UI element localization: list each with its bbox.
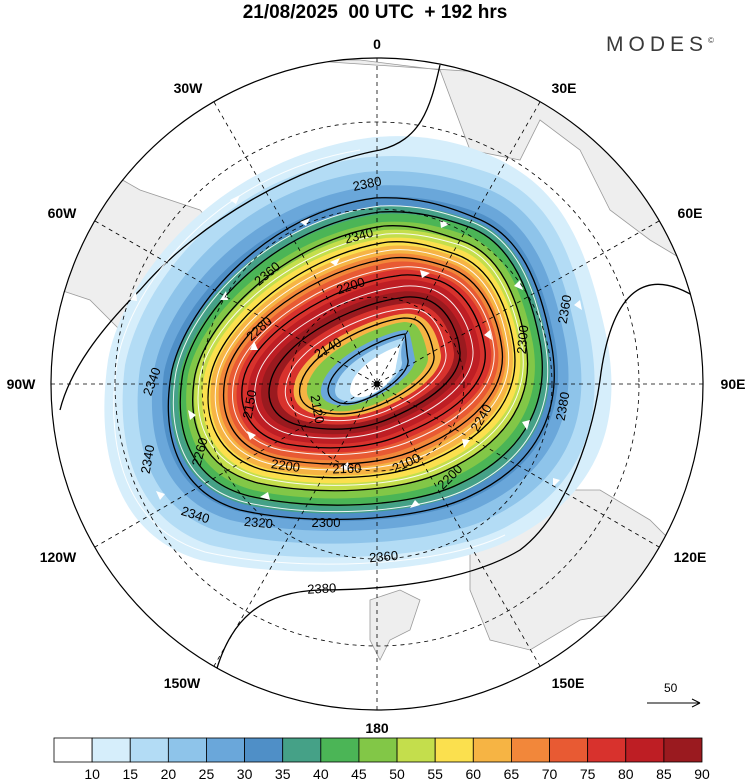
colorbar-tick-label: 45: [351, 766, 367, 782]
lon-label-150e: 150E: [552, 675, 585, 691]
contour-label: 2320: [243, 514, 273, 531]
colorbar-swatch: [434, 737, 474, 763]
lon-label-120w: 120W: [40, 549, 77, 565]
wind-arrow-heads: [130, 195, 582, 508]
contour-label: 2360: [555, 294, 575, 325]
contour-label: 2160: [332, 461, 361, 477]
colorbar-swatch: [663, 737, 703, 763]
longitude-labels: 0 30E 60E 90E 120E 150E 180 150W 120W 90…: [7, 36, 746, 736]
colorbar-tick-label: 40: [313, 766, 329, 782]
lon-label-60e: 60E: [678, 205, 703, 221]
contour-labels: 2380 2340 2360 2200 2280 2140 2150 2120 …: [138, 173, 575, 596]
contour-label: 2200: [270, 456, 301, 475]
contour-label: 2150: [240, 389, 260, 420]
colorbar-swatch: [511, 737, 550, 763]
colorbar-tick-label: 85: [656, 766, 672, 782]
colorbar-tick-label: 15: [122, 766, 138, 782]
colorbar-swatch: [320, 737, 360, 763]
vector-scale-label: 50: [664, 681, 678, 695]
contour-label: 2360: [369, 548, 399, 565]
contour-label: 2380: [553, 391, 573, 422]
contour-label: 2300: [312, 515, 341, 530]
contour-label: 2340: [138, 444, 158, 475]
colorbar-swatch: [625, 737, 665, 763]
colorbar-tick-label: 65: [504, 766, 520, 782]
lon-label-120e: 120E: [674, 549, 707, 565]
contour-label: 2380: [351, 173, 382, 194]
colorbar-tick-label: 55: [427, 766, 443, 782]
lon-label-90w: 90W: [7, 376, 37, 392]
colorbar-tick-label: 80: [618, 766, 634, 782]
map-disk: [51, 58, 703, 710]
lon-label-30w: 30W: [174, 80, 204, 96]
wind-speed-shading: [104, 136, 612, 572]
colorbar-tick-label: 75: [580, 766, 596, 782]
colorbar-swatch: [587, 737, 627, 763]
colorbar-tick-label: 30: [237, 766, 253, 782]
colorbar-tick-label: 25: [199, 766, 215, 782]
geopotential-contours: [59, 64, 701, 676]
colorbar-tick-label: 60: [466, 766, 482, 782]
lon-label-150w: 150W: [164, 675, 201, 691]
map-boundary: [50, 57, 704, 711]
lon-label-60w: 60W: [48, 205, 78, 221]
colorbar-swatch: [549, 737, 589, 763]
colorbar-swatch: [472, 737, 512, 763]
colorbar-swatch: [167, 737, 207, 763]
colorbar-swatch: [358, 737, 398, 763]
graticule: [51, 58, 703, 710]
vector-reference: [647, 698, 701, 708]
brand-name: MODES: [606, 33, 709, 56]
colorbar-tick-label: 90: [694, 766, 710, 782]
colorbar-tick-label: 20: [161, 766, 177, 782]
north-pole-dot: [374, 381, 380, 387]
brand-logo: MODES©: [606, 33, 714, 57]
colorbar-swatch: [244, 737, 284, 763]
colorbar-swatch: [129, 737, 169, 763]
contour-label: 2260: [189, 436, 211, 468]
colorbar-swatch: [396, 737, 436, 763]
colorbar: 10 15 20 25 30 35 40 45 50 55 60 65 70 75 80 85 90: [53, 737, 710, 782]
colorbar-tick-label: 35: [275, 766, 291, 782]
lon-label-0: 0: [373, 36, 381, 52]
colorbar-tick-label: 50: [389, 766, 405, 782]
contour-label: 2380: [307, 580, 337, 596]
copyright-mark: ©: [708, 36, 714, 45]
colorbar-swatch: [282, 737, 322, 763]
colorbar-tick-label: 10: [84, 766, 100, 782]
colorbar-tick-label: 70: [542, 766, 558, 782]
colorbar-swatch: [91, 737, 131, 763]
lon-label-180: 180: [365, 720, 389, 736]
lon-label-30e: 30E: [552, 80, 577, 96]
map-title: 21/08/2025 00 UTC + 192 hrs: [242, 2, 508, 23]
colorbar-swatch: [53, 737, 93, 763]
contour-label: 2340: [343, 225, 375, 247]
contour-label: 2120: [308, 394, 328, 425]
colorbar-swatch: [206, 737, 245, 763]
contour-label: 2300: [514, 325, 531, 355]
lon-label-90e: 90E: [721, 376, 746, 392]
